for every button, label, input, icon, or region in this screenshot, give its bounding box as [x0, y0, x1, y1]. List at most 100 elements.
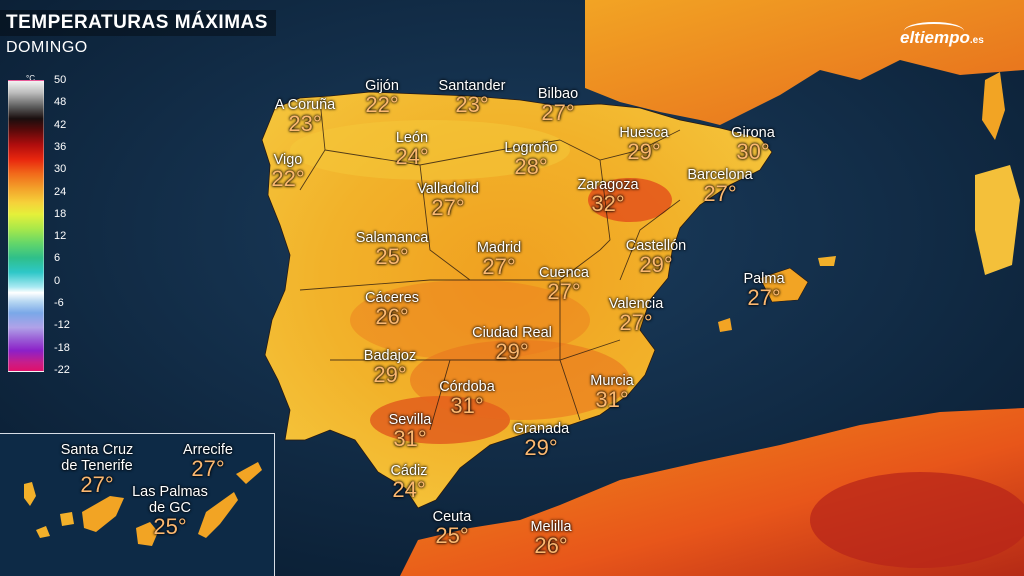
- legend-tick: 24: [54, 185, 67, 198]
- region-borders: [299, 99, 681, 431]
- map-title: TEMPERATURAS MÁXIMAS: [0, 10, 276, 36]
- city-temperature: 22°: [365, 92, 399, 117]
- legend-tick: 36: [54, 140, 67, 153]
- city-label: A Coruña 23°: [275, 97, 335, 137]
- city-temperature: 26°: [534, 533, 568, 558]
- city-label: Gijón 22°: [365, 78, 399, 118]
- city-label: Córdoba 31°: [439, 379, 495, 419]
- canarias-city-label: Las Palmas de GC 25°: [132, 484, 208, 540]
- city-name-line1: Santa Cruz: [60, 442, 134, 458]
- city-temperature: 31°: [450, 393, 484, 418]
- brand-arc-icon: [904, 22, 964, 40]
- city-name: Vigo: [273, 152, 303, 168]
- city-label: Bilbao 27°: [538, 86, 578, 126]
- city-temperature: 27°: [80, 472, 114, 497]
- city-label: Granada 29°: [513, 421, 569, 461]
- city-name-line1: Las Palmas: [132, 484, 208, 500]
- city-label: Murcia 31°: [590, 373, 634, 413]
- city-name: Murcia: [590, 373, 634, 389]
- city-temperature: 31°: [595, 387, 629, 412]
- ibiza-land: [718, 318, 732, 332]
- city-temperature: 29°: [639, 252, 673, 277]
- city-name: Santander: [438, 78, 506, 94]
- city-label: Logroño 28°: [504, 140, 557, 180]
- city-label: Cuenca 27°: [539, 265, 589, 305]
- city-name: Barcelona: [687, 167, 753, 183]
- hot-zone-africa: [810, 472, 1024, 568]
- city-temperature: 25°: [375, 244, 409, 269]
- city-name: Valladolid: [417, 181, 479, 197]
- legend-tick: -22: [54, 364, 70, 376]
- legend-tick: 30: [54, 163, 67, 176]
- city-temperature: 24°: [395, 144, 429, 169]
- legend-tick: 0: [54, 274, 61, 287]
- city-label: Huesca 29°: [619, 125, 668, 165]
- canarias-city-label: Santa Cruz de Tenerife 27°: [61, 442, 134, 498]
- city-name: Huesca: [619, 125, 669, 141]
- el-hierro-island: [36, 526, 50, 538]
- city-label: Badajoz 29°: [364, 348, 416, 388]
- city-label: Vigo 22°: [271, 152, 304, 192]
- city-temperature: 29°: [524, 435, 558, 460]
- canarias-map: [24, 462, 262, 546]
- legend-tick: 18: [54, 207, 67, 220]
- map-subtitle: DOMINGO: [6, 39, 88, 56]
- city-temperature: 23°: [288, 111, 322, 136]
- menorca-land: [818, 256, 836, 266]
- city-name: Castellón: [625, 238, 687, 254]
- city-temperature: 27°: [482, 254, 516, 279]
- city-label: Cádiz 24°: [390, 463, 427, 503]
- city-temperature: 24°: [392, 477, 426, 502]
- city-name-line1: Arrecife: [183, 442, 233, 458]
- city-temperature: 25°: [153, 514, 187, 539]
- city-label: Zaragoza 32°: [577, 177, 638, 217]
- city-name: Sevilla: [388, 412, 432, 428]
- city-temperature: 32°: [591, 191, 625, 216]
- city-name: Ceuta: [432, 509, 472, 525]
- legend-tick: -18: [54, 341, 70, 354]
- city-name: Valencia: [608, 296, 664, 312]
- city-name: Badajoz: [363, 348, 417, 364]
- city-label: Santander 23°: [439, 78, 506, 118]
- legend-tick: 48: [54, 96, 67, 109]
- city-label: Sevilla 31°: [389, 412, 432, 452]
- city-temperature: 27°: [747, 285, 781, 310]
- city-temperature: 31°: [393, 426, 427, 451]
- city-temperature: 25°: [435, 523, 469, 548]
- city-label: Ciudad Real 29°: [472, 325, 552, 365]
- city-name: Logroño: [504, 140, 558, 156]
- city-label: Madrid 27°: [477, 240, 521, 280]
- corsica-land: [982, 72, 1005, 140]
- city-label: Valladolid 27°: [417, 181, 479, 221]
- legend-tick: 42: [54, 118, 67, 131]
- brand-logo: eltiempo.es: [900, 28, 984, 47]
- city-name: A Coruña: [274, 97, 336, 113]
- city-label: Valencia 27°: [609, 296, 664, 336]
- city-temperature: 27°: [541, 100, 575, 125]
- canarias-city-label: Arrecife 27°: [183, 442, 233, 482]
- city-label: Cáceres 26°: [365, 290, 419, 330]
- city-temperature: 29°: [495, 339, 529, 364]
- legend-color-bar: [8, 80, 44, 372]
- city-name: León: [395, 130, 429, 146]
- city-temperature: 23°: [455, 92, 489, 117]
- city-name: Gijón: [365, 78, 399, 94]
- city-temperature: 27°: [191, 456, 225, 481]
- city-temperature: 29°: [373, 362, 407, 387]
- city-temperature: 30°: [736, 139, 770, 164]
- city-name: Bilbao: [537, 86, 579, 102]
- lanzarote-island: [236, 462, 262, 484]
- cool-zone-north: [290, 120, 570, 180]
- city-name: Ciudad Real: [472, 325, 552, 341]
- city-label: Palma 27°: [743, 271, 784, 311]
- city-name: Granada: [512, 421, 570, 437]
- legend-tick: 12: [54, 230, 67, 243]
- legend-unit: °C: [26, 74, 35, 83]
- city-name: Girona: [731, 125, 775, 141]
- city-temperature: 27°: [547, 279, 581, 304]
- city-temperature: 27°: [619, 310, 653, 335]
- canarias-inset: Santa Cruz de Tenerife 27° Arrecife 27° Las P…: [0, 433, 275, 576]
- city-label: Castellón 29°: [626, 238, 686, 278]
- city-label: Melilla 26°: [530, 519, 571, 559]
- sardinia-land: [975, 165, 1020, 275]
